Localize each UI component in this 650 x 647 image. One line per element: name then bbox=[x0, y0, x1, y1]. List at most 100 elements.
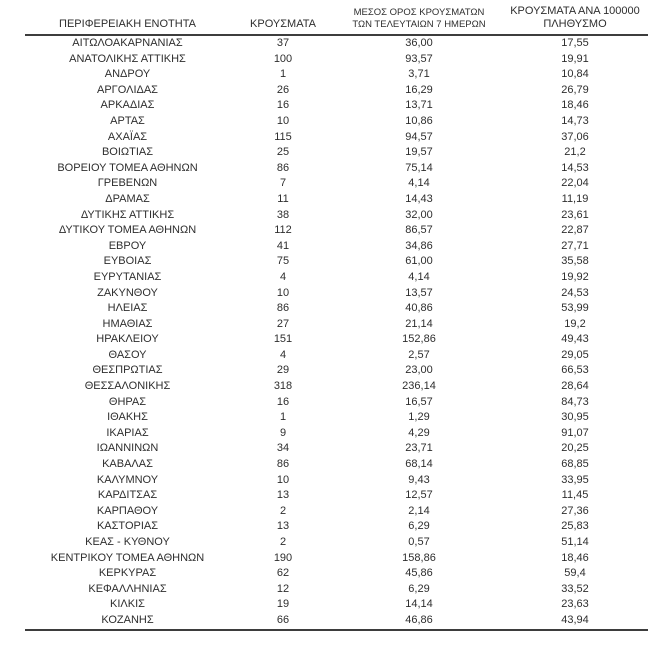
region-cell: ΙΩΑΝΝΙΝΩΝ bbox=[96, 442, 159, 455]
cases-cell: 10 bbox=[276, 473, 290, 486]
avg7-cell: 9,43 bbox=[408, 473, 430, 486]
column-header-label-line2: ΠΛΗΘΥΣΜΟ bbox=[543, 18, 607, 30]
avg7-cell: 10,86 bbox=[405, 114, 433, 127]
table-row: ΔΥΤΙΚΟΥ ΤΟΜΕΑ ΑΘΗΝΩΝ 112 86,57 22,87 bbox=[25, 223, 648, 239]
region-cell: ΑΝΑΤΟΛΙΚΗΣ ΑΤΤΙΚΗΣ bbox=[69, 52, 186, 65]
cases-cell: 29 bbox=[276, 364, 290, 377]
avg7-cell: 158,86 bbox=[402, 551, 436, 564]
table-row: ΙΘΑΚΗΣ 1 1,29 30,95 bbox=[25, 410, 648, 426]
avg7-cell: 2,14 bbox=[408, 504, 430, 517]
region-cell: ΚΙΛΚΙΣ bbox=[110, 598, 145, 611]
avg7-cell: 68,14 bbox=[405, 458, 433, 471]
per100k-cell: 14,73 bbox=[561, 114, 589, 127]
per100k-cell: 53,99 bbox=[561, 302, 589, 315]
table-row: ΒΟΡΕΙΟΥ ΤΟΜΕΑ ΑΘΗΝΩΝ 86 75,14 14,53 bbox=[25, 161, 648, 177]
per100k-cell: 33,95 bbox=[561, 473, 589, 486]
per100k-cell: 25,83 bbox=[561, 520, 589, 533]
avg7-cell: 75,14 bbox=[405, 161, 433, 174]
table-row: ΚΑΡΔΙΤΣΑΣ 13 12,57 11,45 bbox=[25, 488, 648, 504]
avg7-cell: 46,86 bbox=[405, 613, 433, 626]
per100k-cell: 19,91 bbox=[561, 52, 589, 65]
cases-cell: 25 bbox=[276, 146, 290, 159]
table-row: ΑΝΑΤΟΛΙΚΗΣ ΑΤΤΙΚΗΣ 100 93,57 19,91 bbox=[25, 52, 648, 68]
per100k-cell: 27,71 bbox=[561, 239, 589, 252]
table-row: ΑΡΚΑΔΙΑΣ 16 13,71 18,46 bbox=[25, 98, 648, 114]
per100k-cell: 18,46 bbox=[561, 99, 589, 112]
cases-cell: 34 bbox=[276, 442, 290, 455]
avg7-cell: 3,71 bbox=[408, 68, 430, 81]
per100k-cell: 30,95 bbox=[561, 411, 589, 424]
cases-cell: 37 bbox=[276, 37, 290, 49]
per100k-cell: 33,52 bbox=[561, 582, 589, 595]
avg7-cell: 4,29 bbox=[408, 426, 430, 439]
region-cell: ΕΥΡΥΤΑΝΙΑΣ bbox=[93, 270, 162, 283]
per100k-cell: 22,87 bbox=[561, 224, 589, 237]
table-header: ΠΕΡΙΦΕΡΕΙΑΚΗ ΕΝΟΤΗΤΑ ΚΡΟΥΣΜΑΤΑ ΜΕΣΟΣ ΟΡΟ… bbox=[25, 2, 648, 36]
regional-cases-table: ΠΕΡΙΦΕΡΕΙΑΚΗ ΕΝΟΤΗΤΑ ΚΡΟΥΣΜΑΤΑ ΜΕΣΟΣ ΟΡΟ… bbox=[25, 2, 648, 631]
table-row: ΚΕΡΚΥΡΑΣ 62 45,86 59,4 bbox=[25, 566, 648, 582]
per100k-cell: 10,84 bbox=[561, 68, 589, 81]
region-cell: ΚΑΒΑΛΑΣ bbox=[102, 458, 153, 471]
per100k-cell: 28,64 bbox=[561, 380, 589, 393]
cases-cell: 26 bbox=[276, 83, 290, 96]
avg7-cell: 4,14 bbox=[408, 177, 430, 190]
table-row: ΘΗΡΑΣ 16 16,57 84,73 bbox=[25, 395, 648, 411]
cases-cell: 112 bbox=[274, 224, 292, 237]
cases-cell: 4 bbox=[279, 348, 287, 361]
region-cell: ΘΕΣΣΑΛΟΝΙΚΗΣ bbox=[84, 380, 171, 393]
column-header-label-line2: ΤΩΝ ΤΕΛΕΥΤΑΙΩΝ 7 ΗΜΕΡΩΝ bbox=[352, 19, 486, 30]
avg7-cell: 93,57 bbox=[405, 52, 433, 65]
cases-cell: 2 bbox=[279, 536, 287, 548]
avg7-cell: 14,43 bbox=[405, 192, 433, 205]
per100k-cell: 84,73 bbox=[561, 395, 589, 408]
region-cell: ΒΟΡΕΙΟΥ ΤΟΜΕΑ ΑΘΗΝΩΝ bbox=[57, 161, 198, 174]
table-row: ΔΥΤΙΚΗΣ ΑΤΤΙΚΗΣ 38 32,00 23,61 bbox=[25, 208, 648, 224]
table-row: ΓΡΕΒΕΝΩΝ 7 4,14 22,04 bbox=[25, 176, 648, 192]
per100k-cell: 19,2 bbox=[564, 317, 586, 330]
table-row: ΙΚΑΡΙΑΣ 9 4,29 91,07 bbox=[25, 426, 648, 442]
cases-cell: 16 bbox=[276, 395, 290, 408]
region-cell: ΚΑΡΠΑΘΟΥ bbox=[96, 504, 159, 517]
region-cell: ΙΘΑΚΗΣ bbox=[107, 411, 148, 424]
region-cell: ΚΑΣΤΟΡΙΑΣ bbox=[96, 520, 159, 533]
cases-cell: 12 bbox=[276, 582, 290, 595]
table-row: ΖΑΚΥΝΘΟΥ 10 13,57 24,53 bbox=[25, 286, 648, 302]
per100k-cell: 19,92 bbox=[561, 270, 589, 283]
avg7-cell: 23,00 bbox=[405, 364, 433, 377]
table-row: ΑΡΓΟΛΙΔΑΣ 26 16,29 26,79 bbox=[25, 83, 648, 99]
cases-cell: 115 bbox=[274, 130, 292, 143]
per100k-cell: 29,05 bbox=[561, 348, 589, 361]
avg7-cell: 14,14 bbox=[405, 598, 433, 611]
per100k-cell: 26,79 bbox=[561, 83, 589, 96]
region-cell: ΗΛΕΙΑΣ bbox=[107, 302, 148, 315]
region-cell: ΑΡΓΟΛΙΔΑΣ bbox=[97, 83, 158, 96]
table-row: ΕΥΒΟΙΑΣ 75 61,00 35,58 bbox=[25, 254, 648, 270]
column-header-cases-per-100000: ΚΡΟΥΣΜΑΤΑ ΑΝΑ 100000 ΠΛΗΘΥΣΜΟ bbox=[502, 2, 648, 36]
cases-cell: 19 bbox=[276, 598, 290, 611]
table-row: ΚΑΛΥΜΝΟΥ 10 9,43 33,95 bbox=[25, 473, 648, 489]
avg7-cell: 45,86 bbox=[405, 567, 433, 580]
per100k-cell: 35,58 bbox=[561, 255, 589, 268]
cases-cell: 190 bbox=[273, 551, 293, 564]
header-row: ΠΕΡΙΦΕΡΕΙΑΚΗ ΕΝΟΤΗΤΑ ΚΡΟΥΣΜΑΤΑ ΜΕΣΟΣ ΟΡΟ… bbox=[25, 2, 648, 36]
region-cell: ΚΑΡΔΙΤΣΑΣ bbox=[97, 489, 158, 502]
avg7-cell: 6,29 bbox=[408, 582, 430, 595]
table-row: ΑΧΑΪΑΣ 115 94,57 37,06 bbox=[25, 130, 648, 146]
avg7-cell: 36,00 bbox=[405, 37, 433, 49]
region-cell: ΚΕΦΑΛΛΗΝΙΑΣ bbox=[88, 582, 167, 595]
region-cell: ΑΧΑΪΑΣ bbox=[107, 130, 148, 143]
avg7-cell: 236,14 bbox=[402, 380, 436, 393]
per100k-cell: 27,36 bbox=[561, 504, 589, 517]
region-cell: ΘΕΣΠΡΩΤΙΑΣ bbox=[92, 364, 163, 377]
cases-cell: 75 bbox=[276, 255, 290, 268]
cases-cell: 1 bbox=[279, 411, 287, 424]
region-cell: ΕΥΒΟΙΑΣ bbox=[103, 255, 152, 268]
region-cell: ΓΡΕΒΕΝΩΝ bbox=[97, 177, 158, 190]
avg7-cell: 4,14 bbox=[408, 270, 430, 283]
table-row: ΔΡΑΜΑΣ 11 14,43 11,19 bbox=[25, 192, 648, 208]
avg7-cell: 152,86 bbox=[402, 333, 436, 346]
table-row: ΚΕΦΑΛΛΗΝΙΑΣ 12 6,29 33,52 bbox=[25, 582, 648, 598]
cases-cell: 11 bbox=[277, 192, 289, 205]
per100k-cell: 20,25 bbox=[561, 442, 589, 455]
per100k-cell: 37,06 bbox=[561, 130, 589, 143]
